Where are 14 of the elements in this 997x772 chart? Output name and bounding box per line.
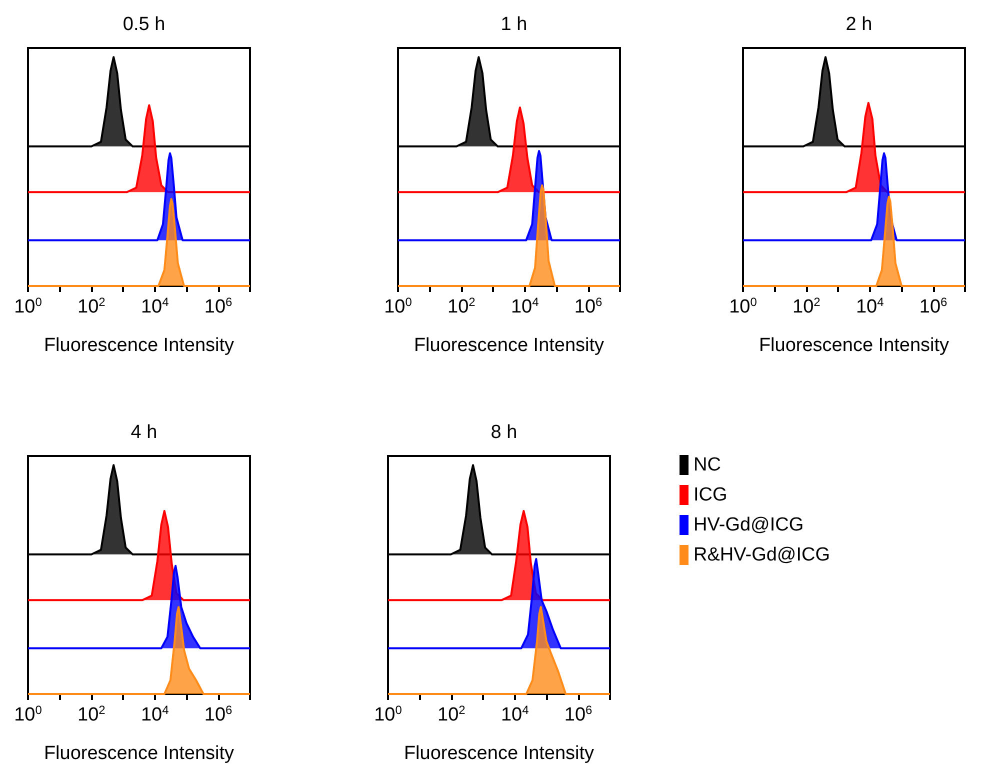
x-axis-title: Fluorescence Intensity: [44, 335, 235, 356]
x-axis-title: Fluorescence Intensity: [758, 335, 950, 356]
chart-title: 0.5 h: [122, 14, 166, 35]
legend-label: NC: [694, 454, 721, 476]
chart-title: 8 h: [490, 422, 518, 443]
x-axis-title: Fluorescence Intensity: [44, 743, 235, 764]
legend-label: HV-Gd@ICG: [694, 514, 804, 536]
chart-title: 2 h: [846, 14, 872, 35]
chart-title: 1 h: [500, 14, 528, 35]
x-axis-title: Fluorescence Intensity: [404, 743, 595, 764]
legend-label: R&HV-Gd@ICG: [694, 544, 830, 566]
x-axis-title: Fluorescence Intensity: [414, 335, 605, 356]
chart-title: 4 h: [130, 422, 158, 443]
legend-label: ICG: [694, 484, 728, 506]
